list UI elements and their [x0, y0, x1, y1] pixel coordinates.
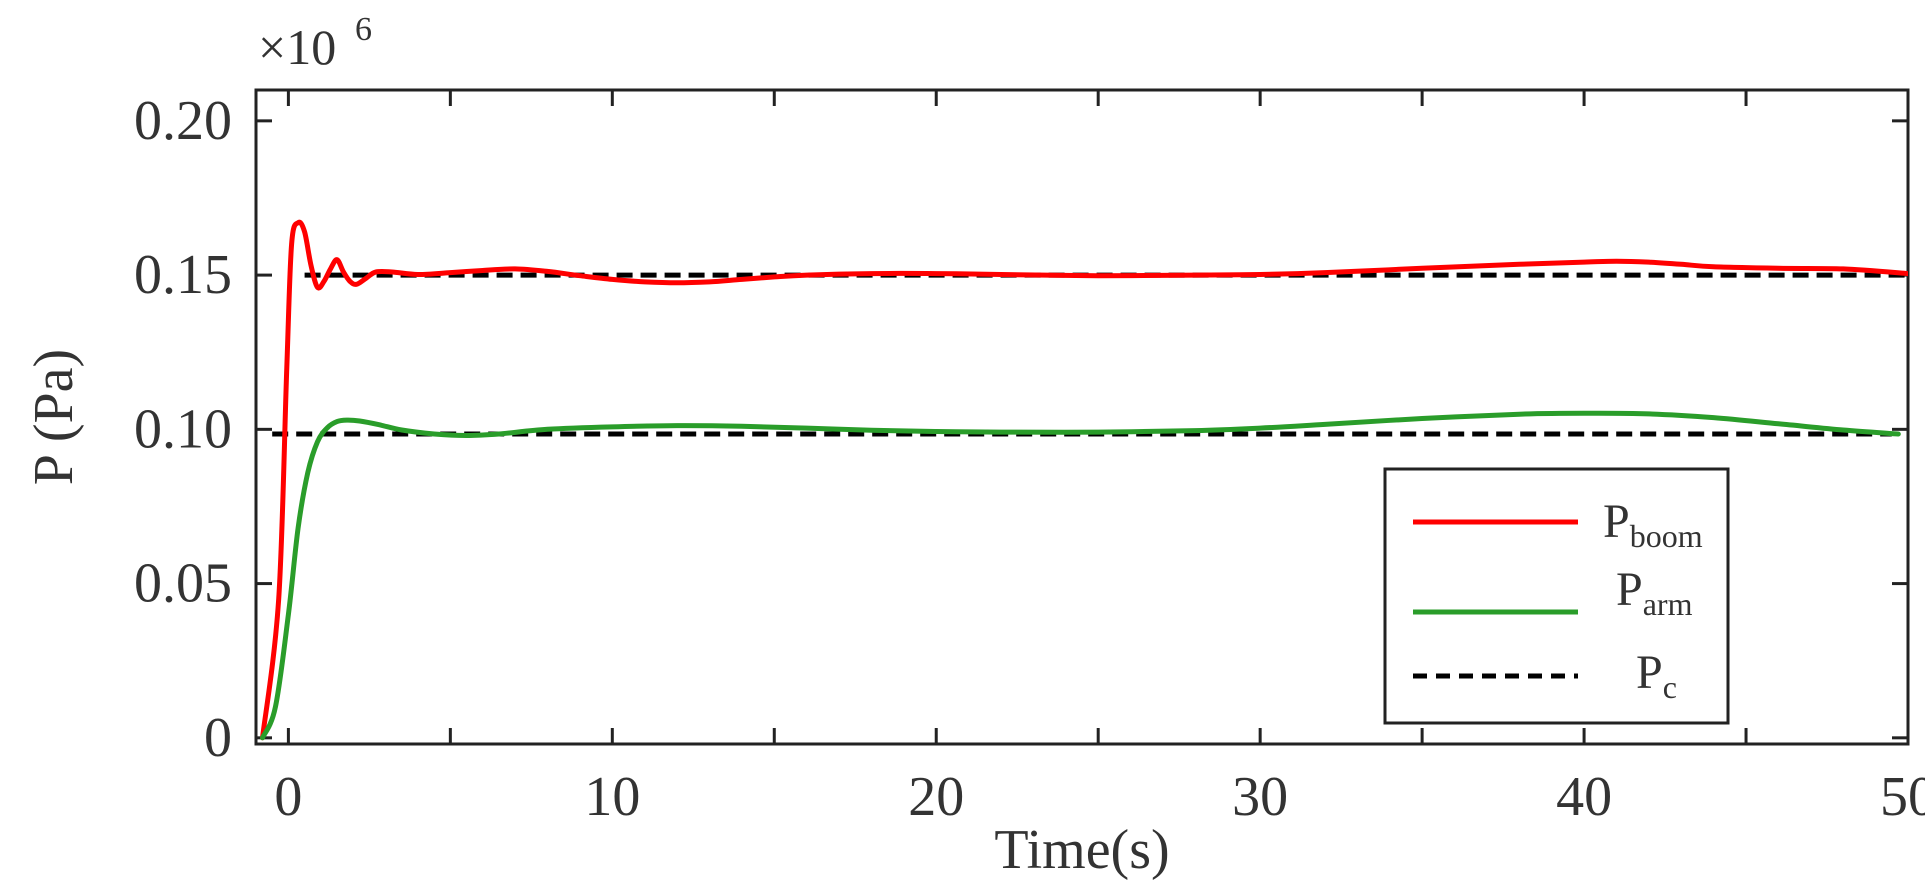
legend-label-boom: Pboom: [1603, 495, 1703, 554]
legend-box: [1383, 467, 1730, 725]
x-tick-label-0: 0: [274, 766, 302, 828]
x-tick-label-2: 20: [908, 766, 964, 828]
legend-label-arm: Parm: [1616, 563, 1693, 622]
x-tick-label-4: 40: [1556, 766, 1612, 828]
exponent-base: ×10: [258, 19, 336, 75]
series-boom-line: [260, 219, 1908, 741]
y-tick-label-3: 0.15: [134, 244, 232, 306]
legend-item-boom: Pboom: [1413, 495, 1703, 554]
legend: Pboom Parm Pc: [1383, 467, 1730, 725]
exponent-power: 6: [355, 11, 372, 48]
legend-label-c: Pc: [1636, 646, 1677, 705]
y-tick-label-2: 0.10: [134, 398, 232, 460]
ticks-layer: [256, 90, 1910, 744]
y-tick-label-1: 0.05: [134, 553, 232, 615]
y-tick-label-0: 0: [204, 707, 232, 769]
tick-labels-layer: 0 10 20 30 40 50 0 0.05 0.10 0.15 0.20: [134, 90, 1925, 828]
x-tick-label-5: 50: [1880, 766, 1925, 828]
x-axis-label: Time(s): [994, 819, 1169, 881]
series-layer: [260, 219, 1908, 741]
legend-item-arm: Parm: [1413, 563, 1693, 622]
y-tick-label-4: 0.20: [134, 90, 232, 152]
axis-exponent: ×10 6: [258, 11, 372, 75]
series-arm-line: [260, 410, 1901, 741]
x-tick-label-3: 30: [1232, 766, 1288, 828]
legend-item-c: Pc: [1413, 646, 1677, 705]
x-tick-label-1: 10: [584, 766, 640, 828]
y-axis-label: P (Pa): [23, 349, 85, 485]
plot-frame: [254, 88, 1910, 746]
